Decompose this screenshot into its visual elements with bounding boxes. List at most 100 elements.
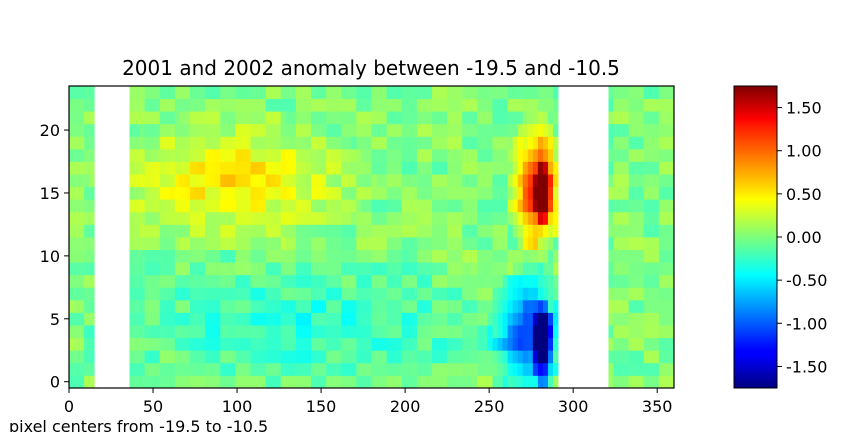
heatmap-cell <box>154 274 161 288</box>
heatmap-cell <box>648 299 655 313</box>
heatmap-cell <box>290 312 297 326</box>
heatmap-cell <box>149 161 156 175</box>
heatmap-cell <box>426 111 433 125</box>
heatmap-cell <box>386 86 393 99</box>
heatmap-cell <box>366 111 372 125</box>
heatmap-cell <box>245 362 251 376</box>
heatmap-cell <box>416 86 423 99</box>
heatmap-cell <box>190 237 196 250</box>
heatmap-cell <box>265 262 272 276</box>
heatmap-cell <box>648 123 655 137</box>
heatmap-cell <box>305 199 312 213</box>
heatmap-cell <box>220 199 226 213</box>
heatmap-cell <box>174 350 181 364</box>
heatmap-cell <box>628 161 635 175</box>
heatmap-cell <box>527 174 534 188</box>
heatmap-cell <box>532 98 539 112</box>
heatmap-cell <box>154 161 161 175</box>
heatmap-cell <box>608 325 614 339</box>
heatmap-cell <box>144 123 151 137</box>
heatmap-cell <box>79 148 85 162</box>
heatmap-cell <box>195 86 201 99</box>
heatmap-cell <box>613 86 619 99</box>
heatmap-cell <box>411 123 418 137</box>
heatmap-cell <box>154 337 161 351</box>
heatmap-cell <box>668 375 675 389</box>
x-tick-label: 350 <box>642 397 673 416</box>
heatmap-cell <box>492 199 498 213</box>
heatmap-cell <box>139 199 146 213</box>
heatmap-cell <box>406 274 413 288</box>
heatmap-cell <box>472 161 478 175</box>
heatmap-cell <box>376 312 382 326</box>
heatmap-cell <box>376 211 382 225</box>
heatmap-cell <box>346 111 352 125</box>
heatmap-cell <box>235 375 241 389</box>
heatmap-cell <box>613 111 619 125</box>
heatmap-cell <box>154 111 161 125</box>
heatmap-cell <box>74 123 80 137</box>
heatmap-cell <box>447 211 453 225</box>
heatmap-cell <box>653 136 660 150</box>
heatmap-cell <box>391 249 398 263</box>
heatmap-cell <box>447 337 453 351</box>
heatmap-cell <box>512 161 519 175</box>
heatmap-cell <box>442 237 448 250</box>
heatmap-cell <box>144 136 151 150</box>
heatmap-cell <box>321 375 327 389</box>
heatmap-cell <box>215 86 221 99</box>
heatmap-cell <box>638 337 645 351</box>
heatmap-cell <box>472 325 478 339</box>
heatmap-cell <box>527 362 534 376</box>
heatmap-cell <box>658 299 665 313</box>
heatmap-cell <box>144 274 151 288</box>
heatmap-cell <box>527 186 534 200</box>
heatmap-cell <box>210 312 216 326</box>
heatmap-cell <box>467 362 473 376</box>
heatmap-cell <box>326 98 332 112</box>
heatmap-cell <box>275 274 282 288</box>
heatmap-cell <box>230 312 236 326</box>
heatmap-cell <box>437 224 443 238</box>
heatmap-cell <box>396 262 403 276</box>
heatmap-cell <box>406 224 413 238</box>
heatmap-cell <box>285 237 292 250</box>
heatmap-cell <box>79 337 85 351</box>
heatmap-cell <box>371 86 377 99</box>
heatmap-cell <box>442 186 448 200</box>
heatmap-cell <box>553 123 559 137</box>
heatmap-cell <box>457 111 463 125</box>
heatmap-cell <box>240 249 246 263</box>
heatmap-cell <box>174 211 181 225</box>
heatmap-cell <box>190 262 196 276</box>
heatmap-cell <box>406 199 413 213</box>
heatmap-cell <box>144 98 151 112</box>
heatmap-cell <box>225 237 231 250</box>
heatmap-cell <box>260 312 267 326</box>
heatmap-cell <box>447 237 453 250</box>
heatmap-cell <box>437 211 443 225</box>
heatmap-cell <box>164 337 171 351</box>
heatmap-cell <box>184 237 191 250</box>
heatmap-cell <box>391 86 398 99</box>
heatmap-cell <box>643 148 650 162</box>
heatmap-cell <box>250 211 256 225</box>
heatmap-cell <box>437 86 443 99</box>
heatmap-cell <box>643 325 650 339</box>
heatmap-cell <box>356 111 362 125</box>
heatmap-cell <box>542 312 549 326</box>
heatmap-cell <box>280 199 287 213</box>
heatmap-cell <box>517 186 524 200</box>
heatmap-cell <box>668 186 675 200</box>
heatmap-cell <box>265 111 272 125</box>
heatmap-cell <box>643 312 650 326</box>
heatmap-cell <box>462 98 468 112</box>
heatmap-cell <box>628 274 635 288</box>
heatmap-cell <box>139 224 146 238</box>
heatmap-cell <box>341 148 347 162</box>
heatmap-cell <box>527 148 534 162</box>
heatmap-cell <box>366 211 372 225</box>
heatmap-cell <box>381 86 388 99</box>
heatmap-cell <box>487 362 493 376</box>
heatmap-cell <box>285 86 292 99</box>
